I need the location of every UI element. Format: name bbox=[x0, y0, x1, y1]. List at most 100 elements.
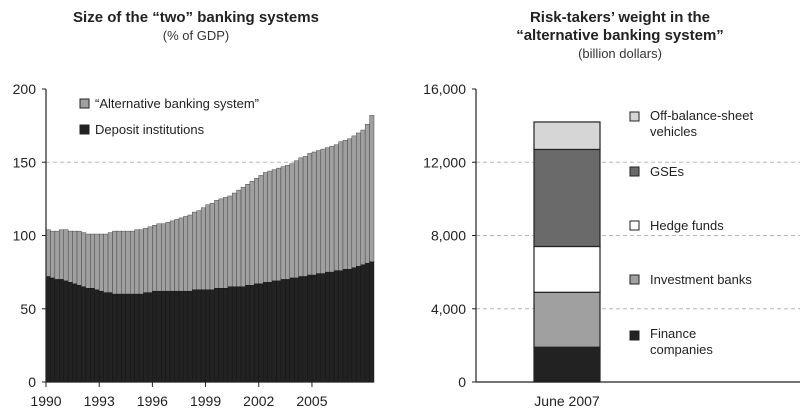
bar-deposit-institutions bbox=[347, 268, 353, 383]
right-chart: Risk-takers’ weight in the “alternative … bbox=[423, 9, 800, 409]
bar-deposit-institutions bbox=[316, 273, 322, 383]
bar-segment-finance-companies bbox=[533, 346, 601, 383]
right-y-tick-labels: 0 4,000 8,000 12,000 16,000 bbox=[423, 81, 466, 390]
bar-deposit-institutions bbox=[90, 288, 95, 383]
bar-deposit-institutions bbox=[72, 283, 78, 383]
bar-deposit-institutions bbox=[271, 280, 277, 383]
bar-alternative-banking bbox=[45, 229, 51, 277]
bar-deposit-institutions bbox=[280, 279, 286, 383]
bar-alternative-banking bbox=[254, 178, 259, 285]
bar-deposit-institutions bbox=[81, 286, 87, 383]
left-y-tick-label: 100 bbox=[13, 228, 37, 244]
legend-swatch-finance bbox=[629, 330, 640, 341]
right-y-tick-label: 8,000 bbox=[431, 228, 466, 244]
bar-alternative-banking bbox=[209, 203, 215, 290]
bar-alternative-banking bbox=[231, 192, 237, 287]
bar-deposit-institutions bbox=[134, 293, 140, 383]
bar-alternative-banking bbox=[85, 233, 91, 289]
bar-deposit-institutions bbox=[130, 293, 135, 383]
bar-deposit-institutions bbox=[116, 293, 122, 383]
legend-swatch-hedge bbox=[629, 220, 640, 231]
bar-alternative-banking bbox=[347, 138, 353, 270]
bar-alternative-banking bbox=[227, 195, 233, 287]
right-chart-title-line1: Risk-takers’ weight in the bbox=[530, 9, 710, 26]
bar-alternative-banking bbox=[94, 233, 100, 290]
bar-deposit-institutions bbox=[325, 271, 330, 383]
bar-deposit-institutions bbox=[267, 282, 273, 383]
bar-deposit-institutions bbox=[227, 286, 233, 383]
bar-deposit-institutions bbox=[294, 277, 299, 383]
bar-alternative-banking bbox=[187, 214, 193, 292]
right-bars bbox=[533, 121, 601, 383]
bar-deposit-institutions bbox=[125, 293, 131, 383]
bar-alternative-banking bbox=[316, 150, 322, 274]
bar-alternative-banking bbox=[240, 186, 246, 287]
bar-deposit-institutions bbox=[307, 274, 313, 383]
bar-segment-gses bbox=[533, 148, 601, 248]
bar-alternative-banking bbox=[59, 229, 64, 280]
bar-alternative-banking bbox=[103, 233, 109, 293]
bar-alternative-banking bbox=[342, 140, 348, 270]
left-y-tick-label: 150 bbox=[13, 154, 37, 170]
right-y-tick-label: 12,000 bbox=[423, 154, 466, 170]
bar-deposit-institutions bbox=[231, 286, 237, 383]
legend-label-hedge: Hedge funds bbox=[650, 218, 724, 233]
right-legend: Off-balance-sheet vehicles GSEs Hedge fu… bbox=[629, 108, 753, 357]
left-x-tick-label: 1999 bbox=[190, 393, 221, 409]
bar-alternative-banking bbox=[262, 172, 268, 283]
bar-deposit-institutions bbox=[138, 293, 144, 383]
bar-alternative-banking bbox=[143, 227, 149, 293]
bar-deposit-institutions bbox=[76, 285, 82, 383]
legend-label-alternative: “Alternative banking system” bbox=[95, 96, 259, 111]
bar-deposit-institutions bbox=[200, 289, 206, 383]
bar-alternative-banking bbox=[98, 233, 104, 292]
bar-deposit-institutions bbox=[223, 288, 228, 383]
bar-deposit-institutions bbox=[342, 268, 348, 383]
left-axes bbox=[42, 88, 374, 387]
bar-deposit-institutions bbox=[311, 274, 317, 383]
left-x-tick-label: 1990 bbox=[30, 393, 61, 409]
bar-alternative-banking bbox=[174, 219, 180, 292]
left-y-tick-label: 0 bbox=[28, 374, 36, 390]
bar-deposit-institutions bbox=[276, 280, 282, 383]
left-bars bbox=[45, 115, 375, 383]
bar-alternative-banking bbox=[81, 232, 87, 287]
bar-deposit-institutions bbox=[183, 290, 189, 383]
bar-deposit-institutions bbox=[187, 290, 193, 383]
legend-label-investment: Investment banks bbox=[650, 272, 752, 287]
bar-deposit-institutions bbox=[289, 277, 295, 383]
bar-alternative-banking bbox=[178, 217, 184, 292]
left-x-tick-label: 2005 bbox=[296, 393, 327, 409]
legend-label-off-balance-line2: vehicles bbox=[650, 124, 697, 139]
bar-deposit-institutions bbox=[320, 273, 326, 383]
bar-alternative-banking bbox=[161, 223, 166, 292]
bar-alternative-banking bbox=[116, 230, 122, 295]
bar-deposit-institutions bbox=[94, 289, 100, 383]
left-chart: Size of the “two” banking systems (% of … bbox=[13, 9, 375, 409]
bar-deposit-institutions bbox=[333, 270, 339, 383]
bar-deposit-institutions bbox=[63, 280, 69, 383]
bar-alternative-banking bbox=[147, 226, 153, 293]
bar-alternative-banking bbox=[267, 170, 273, 283]
bar-alternative-banking bbox=[329, 145, 335, 273]
legend-swatch-off-balance bbox=[629, 111, 640, 122]
bar-deposit-institutions bbox=[369, 261, 375, 383]
bar-alternative-banking bbox=[72, 230, 78, 285]
bar-alternative-banking bbox=[364, 123, 370, 264]
right-chart-title-line2: “alternative banking system” bbox=[516, 27, 724, 44]
bar-alternative-banking bbox=[67, 230, 73, 283]
left-y-tick-labels: 0 50 100 150 200 bbox=[13, 81, 37, 390]
bar-alternative-banking bbox=[294, 160, 299, 279]
bar-deposit-institutions bbox=[174, 290, 180, 383]
left-y-tick-label: 50 bbox=[20, 301, 36, 317]
bar-alternative-banking bbox=[245, 184, 251, 286]
bar-deposit-institutions bbox=[152, 290, 158, 383]
bar-deposit-institutions bbox=[156, 290, 162, 383]
legend-label-gses: GSEs bbox=[650, 164, 684, 179]
bar-alternative-banking bbox=[311, 151, 317, 276]
right-axes bbox=[472, 88, 800, 383]
bar-deposit-institutions bbox=[67, 282, 73, 383]
bar-deposit-institutions bbox=[236, 286, 242, 383]
bar-alternative-banking bbox=[214, 200, 220, 289]
bar-deposit-institutions bbox=[254, 283, 259, 383]
